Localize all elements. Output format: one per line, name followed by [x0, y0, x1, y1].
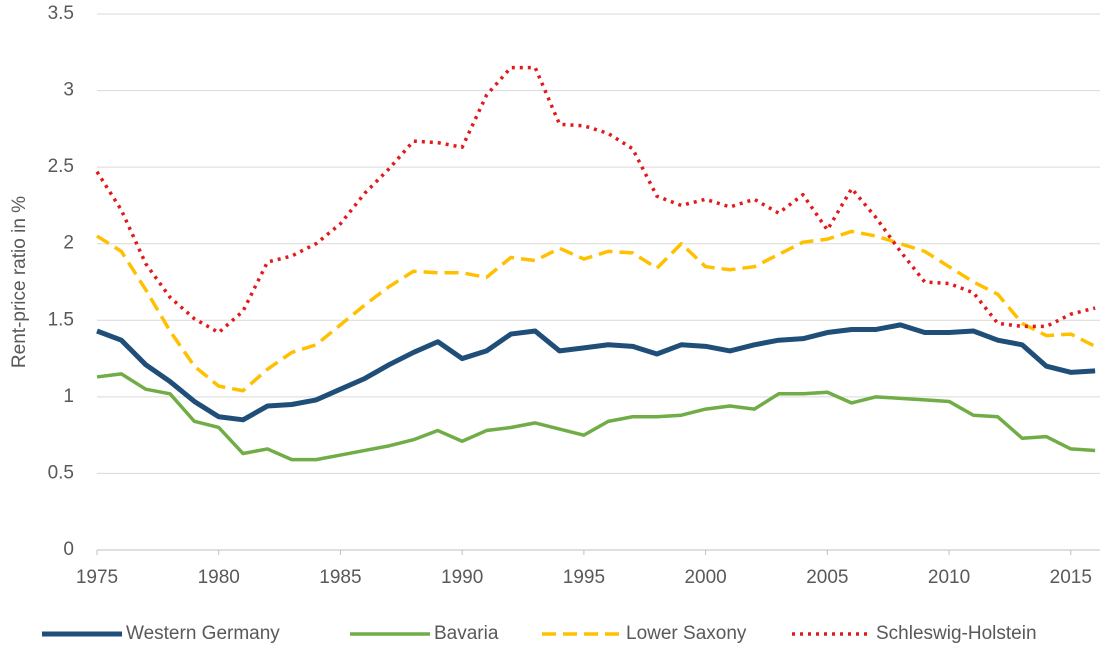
x-tick-label: 2010: [928, 567, 970, 588]
legend-label: Bavaria: [434, 623, 499, 644]
y-axis-label: Rent-price ratio in %: [9, 196, 30, 368]
y-tick-label: 2: [63, 233, 74, 254]
y-tick-label: 3: [63, 80, 74, 101]
x-tick-label: 1975: [76, 567, 118, 588]
y-tick-label: 0: [63, 539, 74, 560]
x-tick-label: 2005: [806, 567, 848, 588]
y-tick-label: 0.5: [48, 462, 74, 483]
x-tick-label: 1995: [563, 567, 605, 588]
x-tick-label: 2000: [684, 567, 726, 588]
x-tick-label: 1985: [319, 567, 361, 588]
y-tick-label: 3.5: [48, 3, 74, 24]
legend-label: Lower Saxony: [626, 623, 747, 644]
series-line: [96, 372, 1096, 462]
y-tick-label: 1.5: [48, 309, 74, 330]
legend-label: Western Germany: [126, 623, 280, 644]
series-line: [95, 65, 1096, 335]
x-tick-label: 1990: [441, 567, 483, 588]
x-tick-label: 2015: [1050, 567, 1092, 588]
x-tick-label: 1980: [198, 567, 240, 588]
y-tick-label: 2.5: [48, 156, 74, 177]
legend-label: Schleswig-Holstein: [876, 623, 1037, 644]
series-line: [96, 229, 1096, 393]
series-line: [96, 322, 1096, 423]
y-tick-label: 1: [63, 386, 74, 407]
